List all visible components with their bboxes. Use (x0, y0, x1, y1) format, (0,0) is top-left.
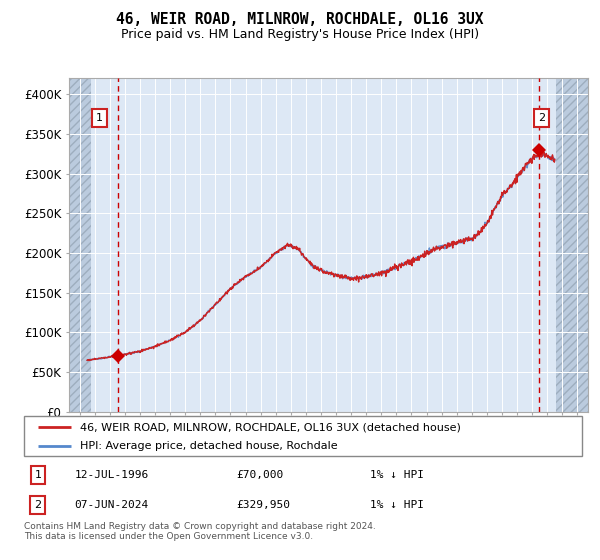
Text: 2: 2 (34, 500, 41, 510)
Text: 2: 2 (538, 113, 545, 123)
Text: 1% ↓ HPI: 1% ↓ HPI (370, 470, 424, 480)
Text: 12-JUL-1996: 12-JUL-1996 (74, 470, 148, 480)
Text: 46, WEIR ROAD, MILNROW, ROCHDALE, OL16 3UX (detached house): 46, WEIR ROAD, MILNROW, ROCHDALE, OL16 3… (80, 422, 461, 432)
Text: £70,000: £70,000 (236, 470, 283, 480)
Text: Price paid vs. HM Land Registry's House Price Index (HPI): Price paid vs. HM Land Registry's House … (121, 28, 479, 41)
Text: £329,950: £329,950 (236, 500, 290, 510)
Text: 46, WEIR ROAD, MILNROW, ROCHDALE, OL16 3UX: 46, WEIR ROAD, MILNROW, ROCHDALE, OL16 3… (116, 12, 484, 27)
Text: 1: 1 (34, 470, 41, 480)
Text: 1% ↓ HPI: 1% ↓ HPI (370, 500, 424, 510)
FancyBboxPatch shape (24, 416, 582, 456)
Text: 1: 1 (96, 113, 103, 123)
Text: 07-JUN-2024: 07-JUN-2024 (74, 500, 148, 510)
Text: HPI: Average price, detached house, Rochdale: HPI: Average price, detached house, Roch… (80, 441, 337, 450)
Text: Contains HM Land Registry data © Crown copyright and database right 2024.
This d: Contains HM Land Registry data © Crown c… (24, 522, 376, 542)
